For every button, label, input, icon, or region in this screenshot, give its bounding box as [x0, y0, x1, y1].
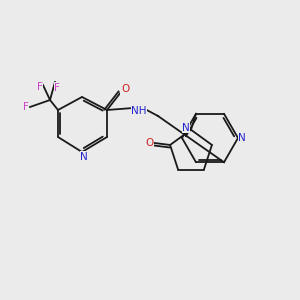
Text: O: O — [121, 84, 129, 94]
Text: F: F — [23, 102, 29, 112]
Text: N: N — [80, 152, 88, 162]
Text: O: O — [145, 138, 153, 148]
Text: N: N — [182, 123, 190, 133]
Text: N: N — [238, 133, 246, 143]
Text: NH: NH — [131, 106, 147, 116]
Text: F: F — [37, 82, 43, 92]
Text: F: F — [54, 83, 60, 93]
